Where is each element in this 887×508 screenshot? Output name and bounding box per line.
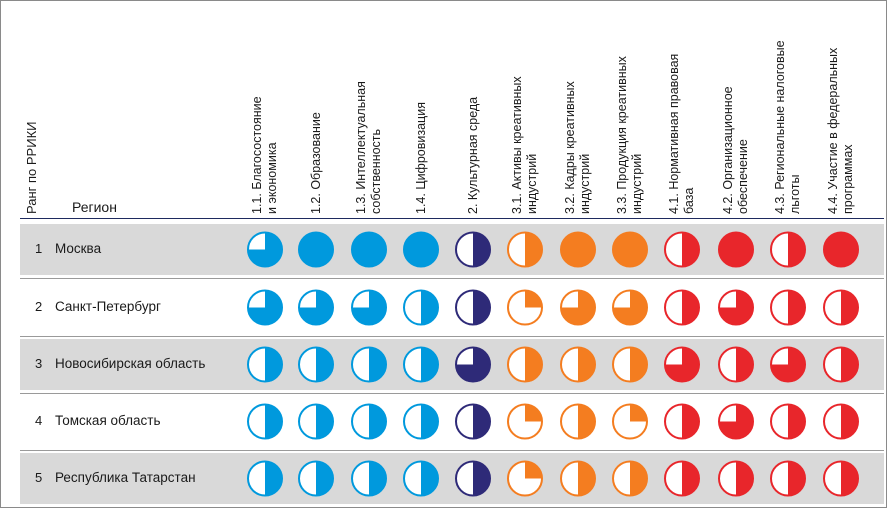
- row-rank: 4: [35, 413, 43, 428]
- score-circle: [718, 231, 754, 268]
- score-circle: [298, 231, 334, 268]
- score-circle: [247, 289, 283, 326]
- score-circle: [560, 346, 596, 383]
- score-circle: [455, 346, 491, 383]
- score-circle: [664, 460, 700, 497]
- score-circle: [507, 460, 543, 497]
- score-circle: [507, 231, 543, 268]
- score-circle: [247, 403, 283, 440]
- score-circle: [612, 289, 648, 326]
- score-circle: [770, 346, 806, 383]
- score-circle: [823, 346, 859, 383]
- score-circle: [247, 346, 283, 383]
- score-circle: [351, 289, 387, 326]
- score-circle: [247, 231, 283, 268]
- score-circle: [770, 231, 806, 268]
- score-circle: [403, 289, 439, 326]
- score-circle: [455, 460, 491, 497]
- score-circle: [351, 460, 387, 497]
- score-circle: [351, 403, 387, 440]
- score-circle: [403, 460, 439, 497]
- row-separator: [20, 336, 884, 337]
- score-circle: [351, 346, 387, 383]
- score-circle: [664, 403, 700, 440]
- header-divider: [20, 218, 884, 219]
- score-circle: [718, 289, 754, 326]
- score-circle: [455, 403, 491, 440]
- score-circle: [298, 289, 334, 326]
- score-circle: [455, 289, 491, 326]
- score-circle: [718, 403, 754, 440]
- row-region-name: Новосибирская область: [55, 356, 206, 371]
- row-separator: [20, 278, 884, 279]
- score-circle: [507, 346, 543, 383]
- score-circle: [718, 460, 754, 497]
- score-circle: [718, 346, 754, 383]
- score-circle: [612, 460, 648, 497]
- score-circle: [664, 289, 700, 326]
- row-region-name: Республика Татарстан: [55, 470, 196, 485]
- row-region-name: Санкт-Петербург: [55, 299, 161, 314]
- score-circle: [455, 231, 491, 268]
- score-circle: [560, 231, 596, 268]
- score-circle: [403, 231, 439, 268]
- score-circle: [560, 460, 596, 497]
- score-circle: [823, 460, 859, 497]
- score-circle: [298, 346, 334, 383]
- score-circle: [612, 403, 648, 440]
- score-circle: [403, 403, 439, 440]
- row-rank: 5: [35, 470, 43, 485]
- row-separator: [20, 393, 884, 394]
- score-circle: [560, 403, 596, 440]
- score-circle: [770, 403, 806, 440]
- score-circle: [770, 460, 806, 497]
- row-region-name: Москва: [55, 241, 102, 256]
- region-column-header: Регион: [72, 199, 117, 215]
- row-rank: 2: [35, 299, 43, 314]
- score-circle: [664, 346, 700, 383]
- row-rank: 1: [35, 241, 43, 256]
- score-circle: [403, 346, 439, 383]
- score-circle: [664, 231, 700, 268]
- row-separator: [20, 450, 884, 451]
- score-circle: [507, 403, 543, 440]
- score-circle: [612, 231, 648, 268]
- score-circle: [560, 289, 596, 326]
- score-circle: [823, 231, 859, 268]
- score-circle: [298, 403, 334, 440]
- score-circle: [770, 289, 806, 326]
- score-circle: [298, 460, 334, 497]
- score-circle: [507, 289, 543, 326]
- score-circle: [247, 460, 283, 497]
- score-circle: [823, 289, 859, 326]
- score-circle: [612, 346, 648, 383]
- score-circle: [823, 403, 859, 440]
- row-region-name: Томская область: [55, 413, 161, 428]
- row-rank: 3: [35, 356, 43, 371]
- score-circle: [351, 231, 387, 268]
